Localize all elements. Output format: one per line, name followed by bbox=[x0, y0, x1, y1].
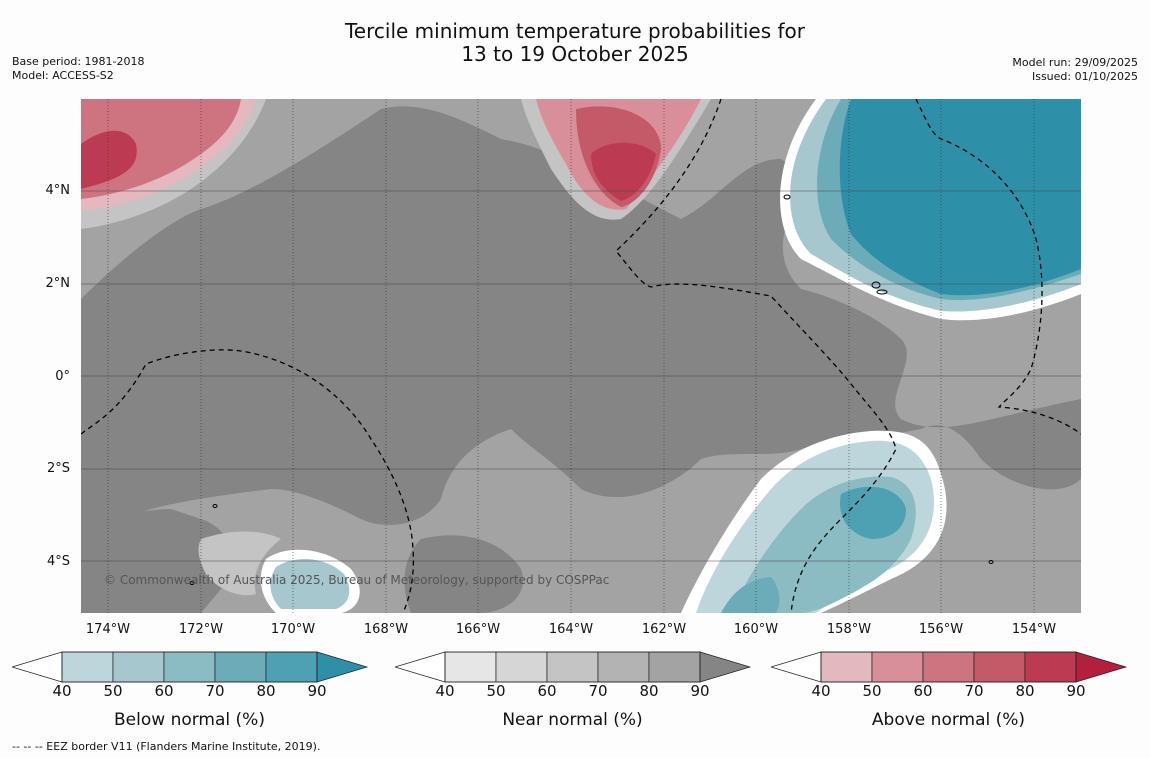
colorbar-below-normal-scale bbox=[10, 651, 369, 683]
colorbar-near-tick: 60 bbox=[537, 682, 557, 700]
lat-gridlines bbox=[81, 190, 1081, 562]
colorbar-near-normal-swatch bbox=[546, 651, 599, 683]
colorbar-below-tick: 80 bbox=[256, 682, 276, 700]
below-normal-region-s-low bbox=[721, 577, 780, 613]
colorbar-below-tick: 50 bbox=[103, 682, 123, 700]
colorbar-near-normal-swatch bbox=[648, 651, 701, 683]
colorbar-below-normal-swatch bbox=[112, 651, 165, 683]
lat-label-2s: 2°S bbox=[46, 461, 70, 476]
colorbar-near-tick: 50 bbox=[486, 682, 506, 700]
colorbar-below-normal-swatch bbox=[214, 651, 267, 683]
eez-footnote: -- -- -- EEZ border V11 (Flanders Marine… bbox=[12, 740, 321, 753]
colorbar-above-tick: 80 bbox=[1015, 682, 1035, 700]
colorbar-below-normal-swatch bbox=[61, 651, 114, 683]
colorbar-above-normal-max-arrow bbox=[1075, 651, 1128, 683]
lat-label-2n: 2°N bbox=[45, 276, 71, 291]
probability-map: © Commonwealth of Australia 2025, Bureau… bbox=[81, 99, 1081, 613]
near-normal-high-region-s bbox=[404, 535, 523, 613]
colorbar-near-tick: 90 bbox=[690, 682, 710, 700]
colorbar-below-tick: 90 bbox=[307, 682, 327, 700]
colorbar-above-normal-swatch bbox=[1024, 651, 1077, 683]
lon-label-174w: 174°W bbox=[85, 622, 131, 637]
colorbar-above-normal: 40 50 60 70 80 90 Above normal (%) bbox=[769, 651, 1129, 730]
lon-label-168w: 168°W bbox=[363, 622, 409, 637]
colorbar-near-normal-swatch bbox=[444, 651, 497, 683]
colorbar-below-tick: 60 bbox=[154, 682, 174, 700]
lon-label-158w: 158°W bbox=[826, 622, 872, 637]
map-canvas bbox=[81, 99, 1081, 613]
lon-label-154w: 154°W bbox=[1011, 622, 1057, 637]
colorbar-below-normal-max-arrow bbox=[316, 651, 369, 683]
colorbar-near-normal-min-arrow bbox=[393, 651, 446, 683]
lon-label-162w: 162°W bbox=[641, 622, 687, 637]
title-line-2: 13 to 19 October 2025 bbox=[461, 42, 689, 66]
colorbar-above-normal-swatch bbox=[922, 651, 975, 683]
base-period: Base period: 1981-2018 bbox=[12, 55, 145, 68]
above-normal-region-nw-high bbox=[81, 130, 137, 189]
near-normal-high-region bbox=[81, 106, 1081, 529]
colorbar-above-tick: 40 bbox=[811, 682, 831, 700]
colorbar-above-normal-min-arrow bbox=[769, 651, 822, 683]
colorbar-near-tick: 80 bbox=[639, 682, 659, 700]
lat-label-0: 0° bbox=[55, 369, 70, 384]
colorbar-near-normal: 40 50 60 70 80 90 Near normal (%) bbox=[393, 651, 753, 730]
islands bbox=[189, 194, 994, 585]
colorbar-below-normal-swatch bbox=[265, 651, 318, 683]
colorbar-near-normal-max-arrow bbox=[699, 651, 752, 683]
colorbar-above-normal-swatch bbox=[973, 651, 1026, 683]
colorbar-near-tick: 70 bbox=[588, 682, 608, 700]
colorbar-above-normal-swatch bbox=[820, 651, 873, 683]
colorbar-near-tick: 40 bbox=[435, 682, 455, 700]
lon-label-156w: 156°W bbox=[918, 622, 964, 637]
colorbar-above-label: Above normal (%) bbox=[871, 710, 1026, 730]
meta-left: Base period: 1981-2018 Model: ACCESS-S2 bbox=[12, 55, 144, 83]
lon-label-160w: 160°W bbox=[733, 622, 779, 637]
colorbar-below-normal-swatch bbox=[163, 651, 216, 683]
colorbar-below-tick: 70 bbox=[205, 682, 225, 700]
below-normal-region-s-high bbox=[840, 486, 906, 539]
above-normal-region-n-core bbox=[591, 142, 656, 201]
title-line-1: Tercile minimum temperature probabilitie… bbox=[344, 19, 806, 43]
colorbar-above-tick: 70 bbox=[964, 682, 984, 700]
model-run: Model run: 29/09/2025 bbox=[1012, 56, 1138, 69]
colorbar-near-normal-swatch bbox=[495, 651, 548, 683]
colorbar-above-tick: 60 bbox=[913, 682, 933, 700]
near-normal-low-patch-sw bbox=[198, 531, 281, 596]
lat-label-4s: 4°S bbox=[46, 554, 70, 569]
map-title: Tercile minimum temperature probabilitie… bbox=[0, 20, 1150, 66]
colorbar-below-normal-min-arrow bbox=[10, 651, 63, 683]
copyright-notice: © Commonwealth of Australia 2025, Bureau… bbox=[104, 573, 610, 587]
colorbar-above-normal-scale bbox=[769, 651, 1128, 683]
lon-label-166w: 166°W bbox=[455, 622, 501, 637]
lat-label-4n: 4°N bbox=[45, 183, 71, 198]
colorbar-above-normal-swatch bbox=[871, 651, 924, 683]
colorbar-below-normal: 40 50 60 70 80 90 Below normal (%) bbox=[10, 651, 370, 730]
colorbar-above-tick: 50 bbox=[862, 682, 882, 700]
colorbar-above-tick: 90 bbox=[1066, 682, 1086, 700]
lon-label-170w: 170°W bbox=[270, 622, 316, 637]
model-name: Model: ACCESS-S2 bbox=[12, 69, 114, 82]
issued-date: Issued: 01/10/2025 bbox=[1031, 70, 1138, 83]
below-normal-region-ne-high bbox=[839, 99, 1081, 296]
eez-borders bbox=[81, 99, 1081, 613]
colorbar-near-normal-scale bbox=[393, 651, 752, 683]
lon-label-164w: 164°W bbox=[548, 622, 594, 637]
below-normal-region-sw bbox=[270, 558, 350, 609]
colorbar-below-tick: 40 bbox=[52, 682, 72, 700]
colorbar-below-label: Below normal (%) bbox=[114, 710, 265, 730]
meta-right: Model run: 29/09/2025 Issued: 01/10/2025 bbox=[1012, 56, 1138, 84]
lon-label-172w: 172°W bbox=[178, 622, 224, 637]
colorbar-near-label: Near normal (%) bbox=[502, 710, 643, 730]
colorbar-near-normal-swatch bbox=[597, 651, 650, 683]
